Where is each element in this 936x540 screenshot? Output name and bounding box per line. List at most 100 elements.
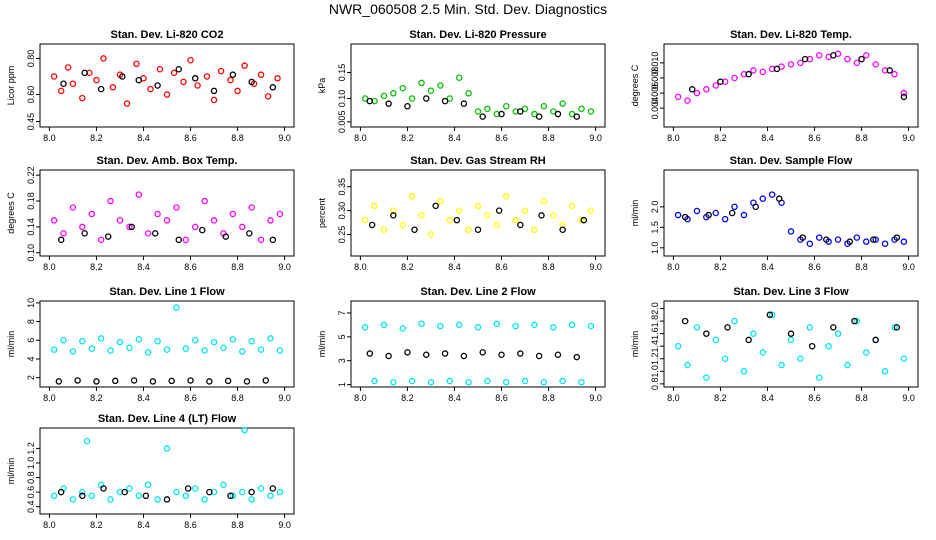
x-tick-label: 8.8 <box>542 393 555 403</box>
data-point <box>199 226 206 234</box>
x-tick-label: 8.8 <box>855 393 868 403</box>
y-tick-label: 1.5 <box>650 221 660 234</box>
data-point <box>154 496 161 503</box>
data-point <box>853 234 861 241</box>
plot-9: Stan. Dev. Line 4 (LT) Flow 8.0 8.2 8.4 8.6 8… <box>6 413 295 530</box>
y-tick-label: 5 <box>337 334 347 339</box>
data-point <box>107 197 114 205</box>
data-point <box>264 93 272 100</box>
data-point <box>693 207 701 215</box>
x-tick-label: 8.8 <box>855 133 868 143</box>
data-point <box>554 110 562 118</box>
x-tick-label: 8.2 <box>714 262 727 272</box>
x-tick-label: 9.0 <box>902 133 915 143</box>
data-point <box>390 378 397 386</box>
plot-frame <box>350 169 606 257</box>
data-point <box>203 73 211 80</box>
data-point <box>69 348 77 355</box>
plot-frame <box>663 300 919 388</box>
data-point <box>703 330 710 337</box>
y-tick-label: 0.35 <box>337 178 347 196</box>
data-point <box>540 378 548 386</box>
x-tick-label: 8.8 <box>542 133 555 143</box>
data-point <box>126 344 133 351</box>
data-point <box>257 346 265 353</box>
data-point <box>801 55 809 63</box>
x-tick-label: 8.4 <box>761 133 774 143</box>
data-point <box>175 236 183 244</box>
data-point <box>474 226 482 233</box>
data-point <box>380 321 388 329</box>
data-point <box>423 351 430 358</box>
data-point <box>674 211 682 219</box>
data-point <box>844 361 851 369</box>
x-tick-label: 9.0 <box>278 393 291 403</box>
y-axis-label: ml/min <box>630 200 640 227</box>
x-tick-label: 8.6 <box>808 133 821 143</box>
y-tick-label: 2.0 <box>650 302 660 315</box>
data-point <box>182 236 190 244</box>
data-point <box>399 325 406 332</box>
plot-title: Stan. Dev. Li-820 CO2 <box>111 29 224 41</box>
plot-title: Stan. Dev. Li-820 Temp. <box>730 29 852 41</box>
data-point <box>408 377 416 385</box>
x-tick-label: 8.0 <box>354 133 367 143</box>
data-point <box>759 195 767 202</box>
data-point <box>427 378 435 386</box>
plot-6: Stan. Dev. Line 1 Flow 8.0 8.2 8.4 8.6 8.8 9.0… <box>6 286 295 403</box>
data-point <box>498 110 505 118</box>
data-point <box>168 377 175 385</box>
y-tick-label: 0.8 <box>26 471 36 484</box>
data-point <box>173 488 180 496</box>
data-point <box>227 76 234 84</box>
data-point <box>900 238 908 245</box>
x-tick-label: 8.2 <box>401 393 414 403</box>
data-point <box>538 212 545 219</box>
x-tick-label: 8.0 <box>43 393 56 403</box>
data-point <box>267 492 274 500</box>
data-point <box>493 320 501 327</box>
data-point <box>142 492 150 500</box>
data-point <box>79 223 86 231</box>
data-point <box>248 488 255 496</box>
x-tick-label: 8.2 <box>90 393 103 403</box>
data-point <box>853 59 861 67</box>
data-point <box>863 52 870 59</box>
x-tick-label: 8.6 <box>184 520 197 530</box>
data-point <box>269 485 277 492</box>
data-point <box>863 349 870 356</box>
plot-2: Stan. Dev. Li-820 Temp. 8.0 8.2 8.4 8.6 8.8 9.… <box>630 29 919 143</box>
data-point <box>201 496 208 503</box>
data-point <box>149 378 157 385</box>
data-point <box>540 103 548 110</box>
data-point <box>455 321 463 329</box>
plot-frame <box>39 169 295 257</box>
data-point <box>147 85 154 93</box>
data-point <box>112 377 119 385</box>
data-point <box>418 212 425 219</box>
data-point <box>479 349 486 356</box>
data-point <box>474 324 482 331</box>
data-point <box>731 317 738 325</box>
data-point <box>224 377 232 385</box>
data-point <box>900 89 908 97</box>
data-point <box>768 191 776 198</box>
data-point <box>465 378 472 386</box>
data-point <box>50 346 58 353</box>
data-point <box>717 78 724 85</box>
y-tick-label: 0.80 <box>26 50 36 68</box>
data-point <box>248 337 255 345</box>
x-tick-label: 8.6 <box>495 133 508 143</box>
data-point <box>408 193 416 200</box>
data-point <box>222 233 230 240</box>
x-tick-label: 8.8 <box>231 393 244 403</box>
data-point <box>437 197 444 205</box>
data-point <box>69 496 77 503</box>
plot-title: Stan. Dev. Sample Flow <box>730 155 853 167</box>
x-tick-label: 8.4 <box>137 133 150 143</box>
data-point <box>423 95 430 102</box>
x-tick-label: 8.2 <box>90 520 103 530</box>
data-point <box>891 70 898 78</box>
plot-title: Stan. Dev. Amb. Box Temp. <box>97 155 238 167</box>
data-point <box>455 207 463 214</box>
